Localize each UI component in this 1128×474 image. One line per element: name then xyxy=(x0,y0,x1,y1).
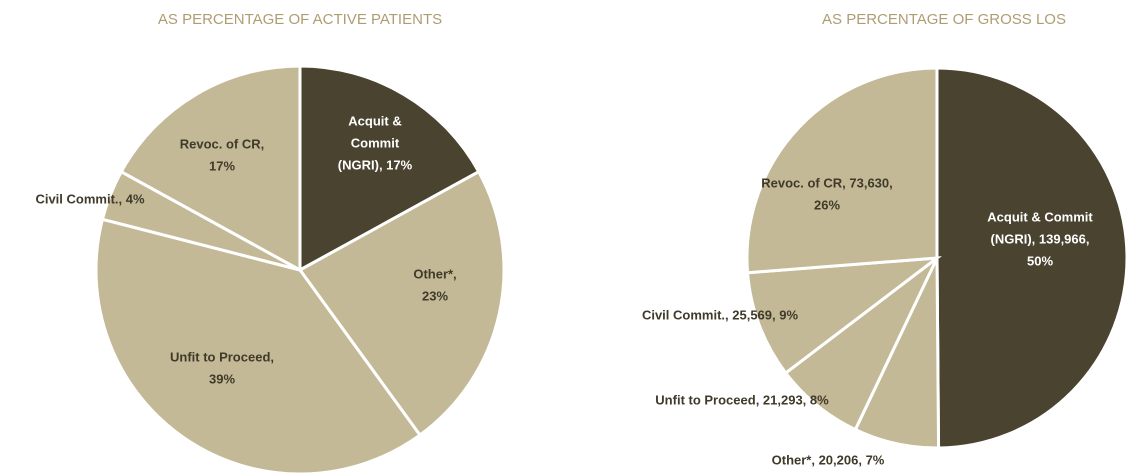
data-label: Revoc. of CR, xyxy=(180,136,265,151)
data-label: Commit xyxy=(351,135,400,150)
data-label: Other*, xyxy=(413,266,456,281)
data-label: Acquit & Commit xyxy=(987,209,1093,224)
data-label: (NGRI), 17% xyxy=(338,157,413,172)
data-label: 50% xyxy=(1027,253,1053,268)
pie-slice xyxy=(745,66,939,275)
data-label: Civil Commit., 25,569, 9% xyxy=(642,307,799,322)
data-label: Unfit to Proceed, 21,293, 8% xyxy=(655,392,829,407)
pie-slice xyxy=(297,169,506,438)
data-label: (NGRI), 139,966, xyxy=(991,231,1090,246)
data-label: 23% xyxy=(422,288,448,303)
pie-slice xyxy=(745,256,942,376)
pie-slice xyxy=(935,66,1128,450)
data-label: 26% xyxy=(814,197,840,212)
chart-title: AS PERCENTAGE OF GROSS LOS xyxy=(822,11,1066,28)
pie-slice xyxy=(119,64,302,273)
data-label: 17% xyxy=(209,158,235,173)
data-label: Civil Commit., 4% xyxy=(35,191,145,206)
data-label: Acquit & xyxy=(348,113,401,128)
data-label: Unfit to Proceed, xyxy=(170,349,274,364)
data-label: Other*, 20,206, 7% xyxy=(772,452,885,467)
chart-title: AS PERCENTAGE OF ACTIVE PATIENTS xyxy=(158,11,442,28)
pie-slice xyxy=(94,217,423,474)
pie-slice xyxy=(298,64,481,273)
data-label: Revoc. of CR, 73,630, xyxy=(761,175,893,190)
data-label: 39% xyxy=(209,371,235,386)
